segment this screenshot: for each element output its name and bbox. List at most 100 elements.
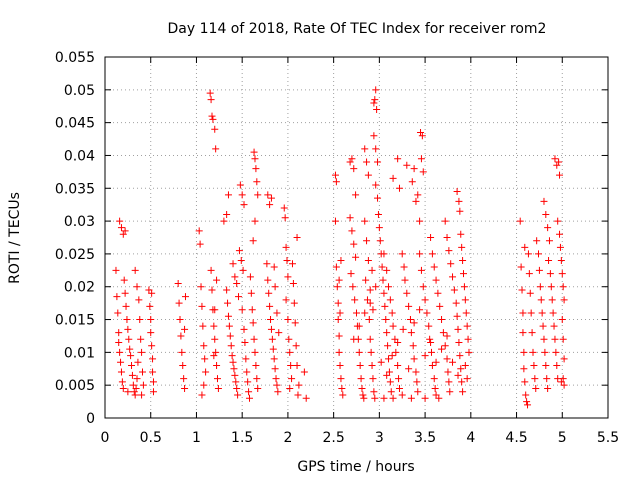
data-point-marker	[384, 342, 392, 350]
data-point-marker	[251, 217, 259, 225]
y-tick-label: 0.045	[55, 116, 95, 132]
data-point-marker	[334, 299, 342, 307]
data-point-marker	[389, 174, 397, 182]
data-point-marker	[441, 217, 449, 225]
data-point-marker	[551, 155, 559, 163]
data-point-marker	[400, 263, 408, 271]
data-point-marker	[114, 309, 122, 317]
data-point-marker	[242, 355, 250, 363]
data-point-marker	[558, 270, 566, 278]
data-point-marker	[235, 247, 243, 255]
data-point-marker	[212, 348, 220, 356]
data-point-marker	[457, 365, 465, 373]
data-point-marker	[360, 394, 368, 402]
data-point-marker	[375, 224, 383, 232]
data-point-marker	[282, 243, 290, 251]
data-point-marker	[208, 286, 216, 294]
data-point-marker	[362, 276, 370, 284]
data-point-marker	[378, 263, 386, 271]
data-point-marker	[405, 365, 413, 373]
data-point-marker	[195, 227, 203, 235]
data-point-marker	[395, 184, 403, 192]
data-point-marker	[181, 384, 189, 392]
data-point-marker	[371, 394, 379, 402]
data-point-marker	[264, 191, 272, 199]
data-point-marker	[535, 266, 543, 274]
data-point-marker	[363, 237, 371, 245]
data-point-marker	[389, 394, 397, 402]
data-point-marker	[560, 296, 568, 304]
data-point-marker	[302, 394, 310, 402]
x-tick-label: 2	[283, 430, 292, 446]
data-point-marker	[552, 348, 560, 356]
data-point-marker	[534, 250, 542, 258]
data-point-marker	[516, 217, 524, 225]
data-point-marker	[181, 293, 189, 301]
data-point-marker	[224, 191, 232, 199]
data-point-marker	[412, 197, 420, 205]
data-point-marker	[432, 358, 440, 366]
data-point-marker	[460, 283, 468, 291]
data-point-marker	[334, 316, 342, 324]
data-point-marker	[522, 391, 530, 399]
data-point-marker	[211, 125, 219, 133]
data-point-marker	[443, 234, 451, 241]
data-point-marker	[455, 339, 463, 347]
data-point-marker	[559, 335, 567, 343]
data-point-marker	[444, 368, 452, 376]
data-point-marker	[285, 335, 293, 343]
data-point-marker	[250, 148, 258, 156]
data-point-marker	[367, 348, 375, 356]
data-point-marker	[368, 266, 376, 274]
data-point-marker	[427, 234, 435, 241]
data-point-marker	[371, 96, 379, 104]
data-point-marker	[206, 89, 214, 97]
data-point-marker	[244, 378, 252, 386]
data-point-marker	[202, 368, 210, 376]
data-point-marker	[235, 293, 243, 301]
data-point-marker	[253, 178, 261, 186]
y-tick-label: 0.03	[64, 214, 95, 230]
data-point-marker	[443, 332, 451, 340]
data-point-marker	[389, 322, 397, 330]
data-point-marker	[418, 132, 426, 140]
data-point-marker	[210, 322, 218, 330]
data-point-marker	[434, 289, 442, 297]
x-tick-label: 0.5	[140, 430, 162, 446]
data-point-marker	[374, 194, 382, 202]
y-tick-labels: 0 0.005 0.01 0.015 0.02 0.025 0.03 0.035 0.04 0.0…	[55, 50, 95, 427]
data-point-marker	[406, 316, 414, 324]
data-point-marker	[369, 306, 377, 314]
data-point-marker	[271, 365, 279, 373]
data-point-marker	[135, 296, 143, 304]
data-point-marker	[526, 289, 534, 297]
data-point-marker	[450, 286, 458, 294]
data-point-marker	[380, 394, 388, 402]
data-point-marker	[132, 384, 140, 392]
data-point-marker	[532, 384, 540, 392]
data-point-marker	[557, 256, 565, 264]
data-point-marker	[421, 352, 429, 360]
data-point-marker	[363, 158, 371, 166]
data-point-marker	[266, 201, 274, 209]
data-point-marker	[116, 348, 124, 356]
data-point-marker	[559, 375, 567, 383]
data-point-marker	[386, 378, 394, 386]
data-point-marker	[463, 322, 471, 330]
data-point-marker	[127, 352, 135, 360]
data-point-marker	[417, 128, 425, 136]
data-point-marker	[518, 286, 526, 294]
data-point-marker	[338, 384, 346, 392]
y-tick-label: 0.035	[55, 181, 95, 197]
data-point-marker	[336, 309, 344, 317]
data-point-marker	[458, 243, 466, 251]
data-point-marker	[542, 211, 550, 219]
data-point-marker	[383, 329, 391, 337]
data-point-marker	[124, 388, 132, 396]
data-point-marker	[449, 273, 457, 281]
data-point-marker	[373, 106, 381, 114]
data-point-marker	[236, 181, 244, 189]
data-point-marker	[331, 171, 339, 179]
data-point-marker	[198, 302, 206, 310]
data-point-marker	[414, 191, 422, 199]
